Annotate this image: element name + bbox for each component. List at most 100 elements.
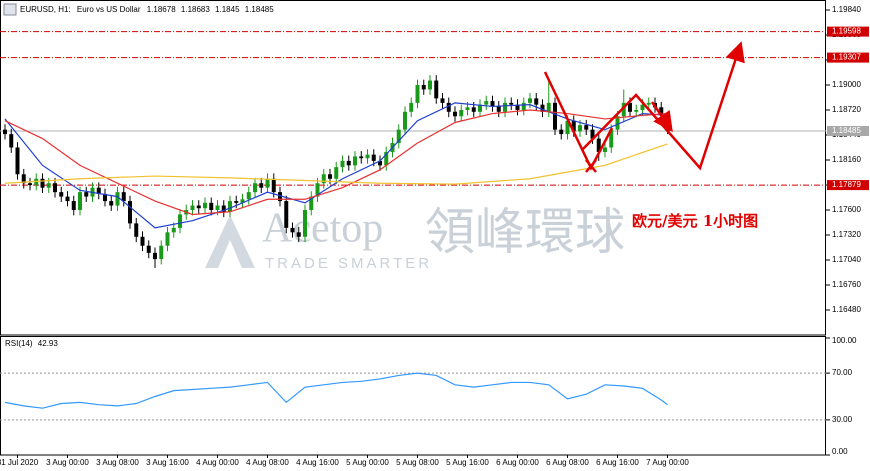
- candle-body: [634, 110, 639, 112]
- watermark-brand-cn: 領峰環球: [425, 203, 625, 261]
- level-label: 1.17879: [832, 180, 861, 189]
- candle-body: [640, 104, 645, 110]
- x-mark: [585, 159, 597, 173]
- candle-body: [115, 192, 120, 206]
- current-price-box: [827, 125, 869, 136]
- candle-body: [615, 116, 620, 130]
- annotation-drawing: [543, 41, 745, 173]
- candle-body: [446, 102, 451, 112]
- candle-body: [421, 85, 426, 90]
- candle-body: [246, 192, 251, 200]
- candle-body: [259, 183, 264, 188]
- candle-body: [646, 102, 651, 105]
- x-tick-label: 6 Aug 08:00: [546, 458, 589, 467]
- y-tick-label: 1.18720: [832, 105, 861, 114]
- candle-body: [628, 102, 632, 112]
- candle-body: [196, 205, 201, 209]
- candle-body: [134, 223, 139, 237]
- x-tick-label: 3 Aug 00:00: [46, 458, 89, 467]
- level-box: [827, 180, 869, 191]
- candle-body: [159, 245, 164, 260]
- candle-body: [465, 107, 470, 110]
- candle-body: [409, 102, 414, 112]
- x-tick-label: 6 Aug 00:00: [496, 458, 539, 467]
- symbol-icon: [3, 3, 17, 16]
- candle-body: [428, 80, 432, 90]
- rsi-line: [4, 372, 668, 409]
- candle-body: [40, 178, 45, 188]
- moving-average: [4, 109, 668, 216]
- level-label: 1.19598: [832, 27, 861, 36]
- candle-body: [59, 192, 64, 197]
- candle-body: [496, 106, 501, 112]
- candle-body: [471, 107, 476, 112]
- candle-body: [28, 183, 32, 185]
- candle-body: [440, 98, 445, 103]
- candle-body: [434, 80, 439, 99]
- rsi-plot: [0, 372, 826, 421]
- main-frame: [0, 0, 826, 336]
- header: EURUSD, H1: Euro vs US Dollar 1.18678 1.…: [20, 5, 274, 14]
- rsi-tick-label: 70.00: [832, 368, 853, 377]
- current-price-label: 1.18485: [832, 126, 861, 135]
- candle-body: [571, 120, 576, 132]
- candle-body: [21, 174, 26, 184]
- candle-body: [415, 85, 420, 103]
- candle-body: [265, 178, 270, 188]
- candle-body: [309, 196, 314, 210]
- candle-body: [65, 196, 70, 202]
- candle-body: [321, 174, 326, 184]
- low: 1.1845: [215, 5, 240, 14]
- candle-body: [565, 120, 570, 135]
- level-box: [827, 52, 869, 63]
- x-tick-label: 4 Aug 00:00: [196, 458, 239, 467]
- candle-body: [203, 202, 207, 209]
- candle-body: [140, 236, 145, 246]
- x-tick-label: 3 Aug 16:00: [146, 458, 189, 467]
- candle-body: [165, 232, 170, 246]
- rsi-value: 42.93: [38, 339, 59, 348]
- candle-body: [515, 104, 520, 110]
- candle-body: [453, 111, 457, 117]
- candle-body: [171, 227, 176, 233]
- rsi-tick-label: 100.00: [832, 336, 857, 345]
- price-plot: [0, 31, 826, 269]
- candle-body: [271, 178, 276, 193]
- y-tick-label: 1.19000: [832, 80, 861, 89]
- candle-body: [484, 101, 489, 105]
- candle-body: [9, 134, 14, 148]
- x-tick-label: 5 Aug 00:00: [346, 458, 389, 467]
- candle-body: [509, 102, 514, 105]
- y-tick-label: 1.19840: [832, 5, 861, 14]
- candle-body: [384, 151, 389, 166]
- rsi-frame: [0, 336, 826, 456]
- candle-body: [178, 214, 182, 228]
- candle-body: [78, 192, 82, 210]
- x-tick-label: 3 Aug 08:00: [96, 458, 139, 467]
- x-tick-label: 31 Jul 2020: [0, 458, 39, 467]
- candle-body: [53, 183, 57, 193]
- candle-body: [603, 147, 607, 152]
- candle-body: [15, 147, 20, 175]
- zigzag-a: [543, 71, 614, 171]
- candle-body: [109, 201, 114, 206]
- candle-body: [328, 174, 332, 179]
- candle-body: [340, 160, 345, 168]
- x-tick-label: 4 Aug 08:00: [246, 458, 289, 467]
- candle-body: [378, 160, 382, 166]
- arrow-small: [650, 101, 673, 133]
- rsi-tick-label: 0.00: [832, 447, 848, 456]
- logo: [205, 215, 255, 268]
- candle-body: [359, 156, 364, 159]
- x-tick-label: 5 Aug 08:00: [396, 458, 439, 467]
- level-box: [827, 26, 869, 37]
- x-tick-label: 6 Aug 16:00: [596, 458, 639, 467]
- watermark-brand: Acetop: [262, 206, 383, 252]
- candle-body: [371, 154, 376, 161]
- candle-body: [459, 110, 464, 117]
- candle-body: [190, 205, 195, 210]
- candle-body: [528, 98, 532, 103]
- x-tick-label: 7 Aug 00:00: [646, 458, 689, 467]
